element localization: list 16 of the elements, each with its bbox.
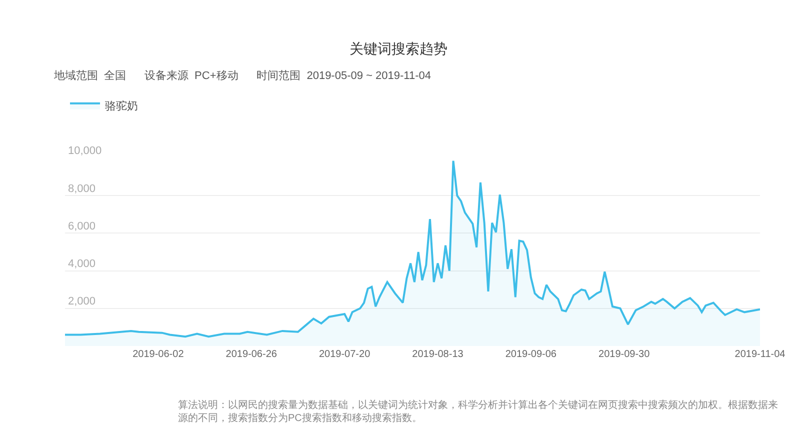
- y-tick-label: 2,000: [68, 296, 96, 308]
- chart-title: 关键词搜索趋势: [350, 40, 448, 57]
- x-tick-label: 2019-06-26: [226, 349, 278, 360]
- text: 算法说明：以网民的搜索量为数据基础，以关键词为统计对象，科学分析并计算出各个关键词在网页搜索中搜索频次的加权。根据数据来源的不同，搜索指数分为PC搜索指数和移动搜索指数。: [178, 399, 778, 424]
- y-tick-label: 10,000: [68, 145, 102, 158]
- x-tick-label: 2019-08-13: [412, 349, 464, 360]
- x-tick-label: 2019-07-20: [318, 349, 371, 360]
- y-tick-label: 8,000: [68, 182, 96, 195]
- chart-subtitle: 地域范围 全国 设备来源 PC+移动 时间范围 2019-05-09 ~ 2019-11-04: [53, 69, 431, 82]
- x-tick-label: 2019-09-06: [505, 349, 557, 360]
- legend-label: 骆驼奶: [105, 100, 138, 113]
- y-tick-label: 4,000: [68, 258, 96, 270]
- x-tick-label: 2019-09-30: [598, 349, 650, 360]
- x-tick-label: 2019-06-02: [132, 349, 184, 360]
- x-tick-label: 2019-11-04: [734, 349, 786, 360]
- y-tick-label: 6,000: [68, 220, 96, 232]
